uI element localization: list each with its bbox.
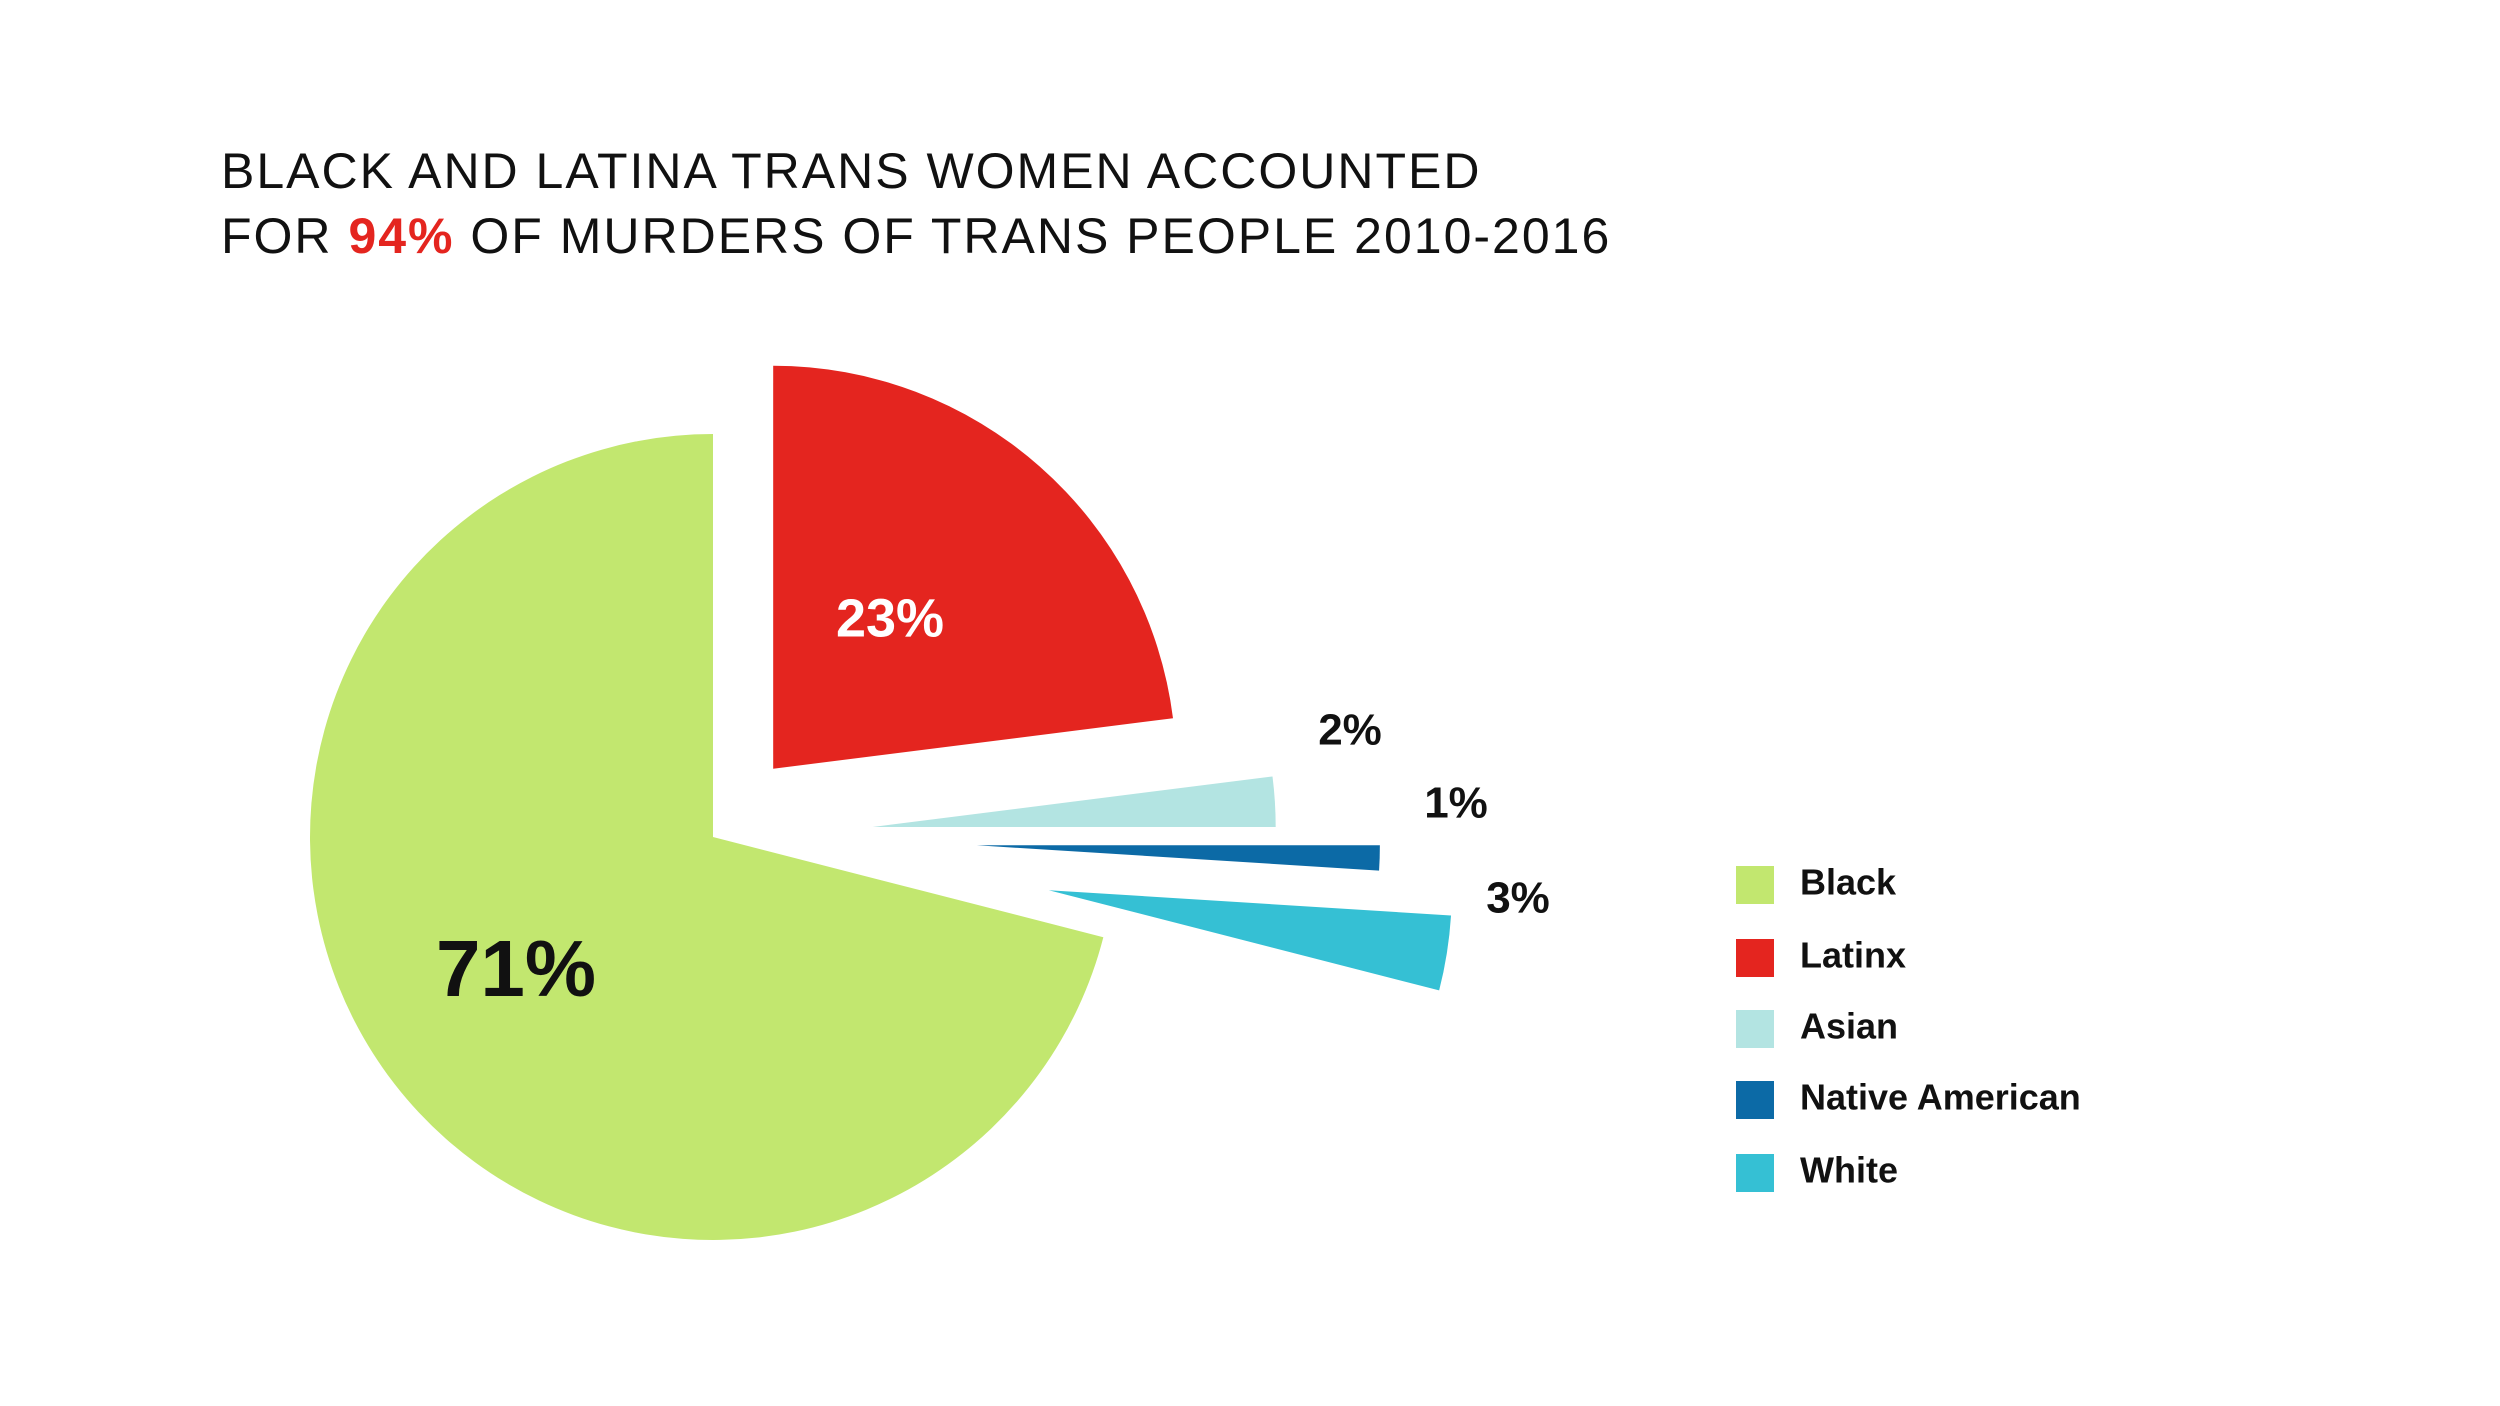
pie-slice [310,434,1104,1240]
title-part: FOR [221,208,348,264]
pie-slice [976,845,1380,871]
legend-swatch [1736,866,1774,904]
legend-swatch [1736,1081,1774,1119]
legend-swatch [1736,939,1774,977]
legend-label: Asian [1800,1006,1898,1047]
legend-label: Native American [1800,1077,2081,1118]
data-label: 3% [1486,874,1550,923]
data-label: 71% [436,924,596,1013]
legend-swatch [1736,1010,1774,1048]
legend-label: White [1800,1150,1898,1191]
data-label: 23% [836,588,944,648]
pie-slice [773,365,1174,769]
legend-label: Latinx [1800,935,1906,976]
chart-title-line: FOR 94% OF MURDERS OF TRANS PEOPLE 2010-… [221,208,1611,264]
data-label: 1% [1424,779,1488,828]
title-part: OF MURDERS OF TRANS PEOPLE 2010-2016 [455,208,1612,264]
pie-slice [872,776,1276,827]
pie-slice [1048,890,1452,991]
legend-label: Black [1800,862,1897,903]
legend-swatch [1736,1154,1774,1192]
title-highlight: 94% [348,208,454,264]
chart-title-line: BLACK AND LATINA TRANS WOMEN ACCOUNTED [221,143,1481,199]
data-label: 2% [1318,706,1382,755]
